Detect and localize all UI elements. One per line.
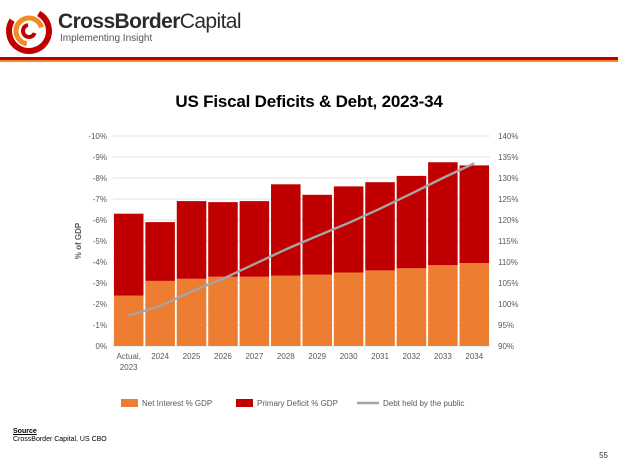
x-tick-label: 2030 <box>340 352 358 361</box>
bar-net-interest <box>459 263 490 346</box>
y-left-tick-label: -7% <box>93 195 107 204</box>
bar-net-interest <box>208 276 238 346</box>
bar-primary-deficit <box>271 184 301 276</box>
y-right-tick-label: 105% <box>498 279 518 288</box>
bar-net-interest <box>271 275 301 346</box>
x-tick-label: 2033 <box>434 352 452 361</box>
y-left-tick-label: -8% <box>93 174 107 183</box>
debt-line <box>128 162 475 317</box>
bar-primary-deficit <box>396 175 427 269</box>
y-right-tick-label: 115% <box>498 237 518 246</box>
y-right-tick-label: 125% <box>498 195 518 204</box>
y-right-tick-label: 130% <box>498 174 518 183</box>
y-left-tick-label: -2% <box>93 300 107 309</box>
bar-primary-deficit <box>365 182 395 271</box>
page-number: 55 <box>599 451 608 460</box>
crossborder-logo-icon <box>6 8 52 54</box>
header: CrossBorderCapital Implementing Insight <box>0 0 618 58</box>
y-left-tick-label: -3% <box>93 279 107 288</box>
bar-primary-deficit <box>145 222 175 281</box>
source-text: CrossBorder Capital, US CBO <box>13 436 107 443</box>
y-left-tick-label: -4% <box>93 258 107 267</box>
bar-net-interest <box>428 265 458 346</box>
source-label: Source <box>13 428 37 435</box>
x-tick-label: Actual, <box>116 352 140 361</box>
x-tick-label: 2023 <box>120 363 138 372</box>
y-right-tick-label: 135% <box>498 153 518 162</box>
x-tick-label: 2029 <box>308 352 326 361</box>
bar-net-interest <box>239 276 270 346</box>
bar-primary-deficit <box>208 202 238 277</box>
y-right-tick-label: 95% <box>498 321 514 330</box>
bar-primary-deficit <box>176 201 207 279</box>
bar-net-interest <box>176 278 207 346</box>
y-left-tick-label: -1% <box>93 321 107 330</box>
x-tick-label: 2034 <box>465 352 483 361</box>
x-tick-label: 2032 <box>403 352 421 361</box>
y-left-tick-label: -9% <box>93 153 107 162</box>
y-axis-label: % of GDP <box>74 222 83 259</box>
bar-primary-deficit <box>459 165 490 264</box>
y-right-tick-label: 120% <box>498 216 518 225</box>
x-tick-label: 2028 <box>277 352 295 361</box>
y-right-tick-label: 90% <box>498 342 514 351</box>
brand-tagline: Implementing Insight <box>60 33 153 44</box>
x-tick-label: 2031 <box>371 352 389 361</box>
x-tick-label: 2025 <box>183 352 201 361</box>
y-left-tick-label: -6% <box>93 216 107 225</box>
x-tick-label: 2027 <box>245 352 263 361</box>
bar-net-interest <box>333 272 364 346</box>
legend-primary-deficit-label: Primary Deficit % GDP <box>257 399 338 408</box>
bar-net-interest <box>396 268 427 346</box>
legend-debt-line-label: Debt held by the public <box>383 399 464 408</box>
y-right-tick-label: 110% <box>498 258 518 267</box>
legend-primary-deficit-swatch <box>236 399 253 407</box>
header-divider-red <box>0 57 618 60</box>
legend-net-interest-swatch <box>121 399 138 407</box>
bar-primary-deficit <box>333 186 364 273</box>
bar-net-interest <box>365 270 395 346</box>
legend-net-interest-label: Net Interest % GDP <box>142 399 212 408</box>
x-tick-label: 2026 <box>214 352 232 361</box>
bar-net-interest <box>302 274 332 346</box>
y-right-tick-label: 100% <box>498 300 518 309</box>
brand-name: CrossBorderCapital <box>58 10 242 33</box>
bar-primary-deficit <box>428 162 458 266</box>
y-left-tick-label: 0% <box>95 342 107 351</box>
x-tick-label: 2024 <box>151 352 169 361</box>
y-left-tick-label: -10% <box>88 132 107 141</box>
y-right-tick-label: 140% <box>498 132 518 141</box>
header-divider-orange <box>0 60 618 62</box>
bar-primary-deficit <box>113 213 144 296</box>
bar-net-interest <box>113 295 144 346</box>
bar-net-interest <box>145 280 175 346</box>
page-title: US Fiscal Deficits & Debt, 2023-34 <box>175 92 443 111</box>
y-left-tick-label: -5% <box>93 237 107 246</box>
